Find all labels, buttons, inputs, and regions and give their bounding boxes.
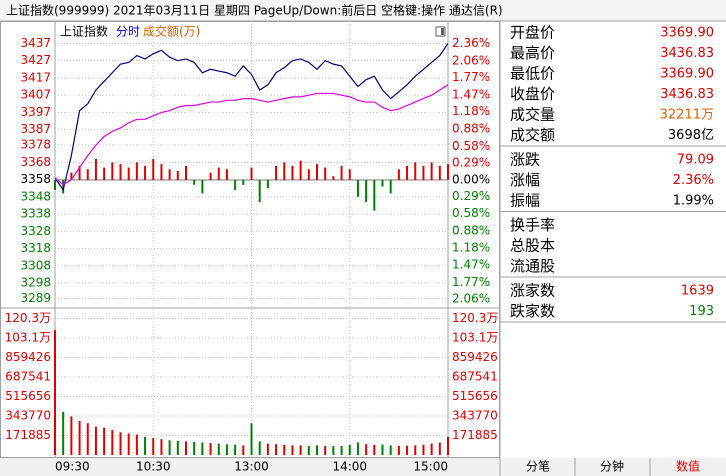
volume-tick-label: 687541: [5, 369, 51, 383]
title-bar: [0, 0, 726, 21]
panel-label: 跌家数: [510, 302, 555, 320]
y2-tick-label: 0.29%: [452, 156, 490, 170]
panel-value: 193: [689, 304, 714, 319]
volume-tick-label-right: 515656: [452, 389, 498, 403]
volume-tick-label: 120.3万: [5, 311, 51, 325]
toggle-icon[interactable]: [435, 26, 446, 37]
volume-tick-label: 171885: [5, 428, 51, 442]
x-tick-label: 15:00: [413, 460, 448, 474]
y2-tick-label: 1.18%: [452, 241, 490, 255]
x-tick-label: 10:30: [136, 460, 171, 474]
y-tick-label: 3387: [20, 122, 51, 136]
y-tick-label: 3378: [20, 138, 51, 152]
y2-tick-label: 0.58%: [452, 139, 490, 153]
panel-value: 3436.83: [660, 87, 714, 102]
y-tick-label: 3397: [20, 105, 51, 119]
y-tick-label: 3348: [20, 189, 51, 203]
panel-value: 32211万: [660, 108, 714, 123]
y2-tick-label: 1.47%: [452, 257, 490, 271]
y2-tick-label: 1.77%: [452, 275, 490, 289]
y-tick-label: 3338: [20, 207, 51, 221]
y-tick-label: 3308: [20, 258, 51, 272]
x-tick-label: 14:00: [332, 460, 367, 474]
chart-frame: [0, 21, 500, 458]
y-tick-label: 3298: [20, 276, 51, 290]
panel-value: 79.09: [677, 153, 714, 168]
volume-tick-label: 859426: [5, 350, 51, 364]
legend-volume: 成交额(万): [143, 24, 200, 39]
y2-tick-label: 2.06%: [452, 292, 490, 306]
y2-tick-label: 1.77%: [452, 70, 490, 84]
y2-tick-label: 0.88%: [452, 122, 490, 136]
y2-tick-label: 0.88%: [452, 223, 490, 237]
panel-value: 3369.90: [660, 26, 714, 41]
y2-tick-label: 1.47%: [452, 87, 490, 101]
legend-mode: 分时: [116, 25, 140, 39]
panel-value: 3698亿: [668, 128, 714, 143]
y2-tick-label: 0.58%: [452, 206, 490, 220]
y2-tick-label: 2.06%: [452, 53, 490, 67]
panel-value: 1639: [681, 284, 714, 299]
tab[interactable]: 分钟: [600, 459, 624, 474]
volume-tick-label-right: 687541: [452, 369, 498, 383]
toggle-icon-fill: [441, 28, 444, 35]
panel-label: 换手率: [510, 216, 555, 234]
panel-label: 流通股: [510, 257, 555, 275]
panel-label: 收盘价: [510, 85, 555, 103]
volume-tick-label: 515656: [5, 389, 51, 403]
panel-value: 3369.90: [660, 67, 714, 82]
panel-label: 成交额: [510, 126, 555, 144]
tab-active[interactable]: 数值: [676, 459, 700, 474]
panel-label: 开盘价: [510, 24, 555, 42]
legend-index: 上证指数: [60, 24, 108, 39]
panel-label: 总股本: [510, 237, 555, 255]
y-tick-label: 3358: [20, 172, 51, 186]
panel-label: 成交量: [510, 106, 555, 124]
panel-label: 涨家数: [510, 282, 555, 300]
tab[interactable]: 分笔: [526, 459, 550, 474]
volume-tick-label-right: 343770: [452, 408, 498, 422]
panel-label: 最低价: [510, 65, 555, 83]
volume-tick-label-right: 859426: [452, 350, 498, 364]
y-tick-label: 3328: [20, 224, 51, 238]
y2-tick-label: 2.36%: [452, 36, 490, 50]
price-line: [54, 43, 449, 192]
y2-tick-label: 0.29%: [452, 189, 490, 203]
volume-tick-label: 103.1万: [5, 330, 51, 344]
title: 上证指数(999999) 2021年03月11日 星期四 PageUp/Down…: [6, 3, 503, 18]
volume-tick-label-right: 120.3万: [452, 311, 498, 325]
panel-label: 涨跌: [510, 151, 540, 169]
volume-tick-label: 343770: [5, 408, 51, 422]
y-tick-label: 3417: [20, 70, 51, 84]
panel-label: 振幅: [510, 192, 540, 210]
y-tick-label: 3368: [20, 155, 51, 169]
y2-tick-label: 1.18%: [452, 104, 490, 118]
time-bar: [0, 458, 726, 476]
y-tick-label: 3437: [20, 36, 51, 50]
x-tick-label: 13:00: [234, 460, 269, 474]
y2-tick-label: 0.00%: [452, 172, 490, 186]
y-tick-label: 3318: [20, 241, 51, 255]
panel-label: 涨幅: [510, 171, 540, 189]
panel-value: 3436.83: [660, 46, 714, 61]
y-tick-label: 3427: [20, 53, 51, 67]
average-line: [54, 84, 449, 186]
volume-tick-label-right: 103.1万: [452, 330, 498, 344]
y-tick-label: 3289: [20, 291, 51, 305]
y-tick-label: 3407: [20, 88, 51, 102]
panel-label: 最高价: [510, 44, 555, 62]
panel-value: 2.36%: [673, 173, 714, 188]
panel-value: 1.99%: [673, 194, 714, 209]
x-tick-label: 09:30: [55, 460, 90, 474]
volume-tick-label-right: 171885: [452, 428, 498, 442]
